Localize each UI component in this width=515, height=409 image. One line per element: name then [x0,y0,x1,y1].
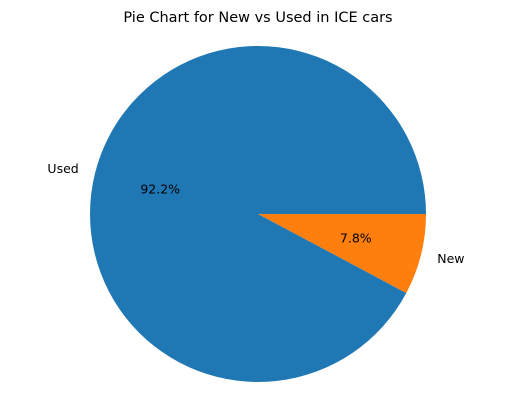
slice-percent-new: 7.8% [340,230,372,245]
slice-percent-used: 92.2% [140,182,180,197]
pie-slice-new [258,214,427,294]
slice-label-new: New [437,251,464,266]
slice-label-used: Used [47,161,78,176]
pie-slice-used [90,45,426,382]
pie-labels: New 7.8% Used 92.2% [47,161,464,266]
chart-title: Pie Chart for New vs Used in ICE cars [123,10,392,26]
pie-slices [90,45,427,382]
